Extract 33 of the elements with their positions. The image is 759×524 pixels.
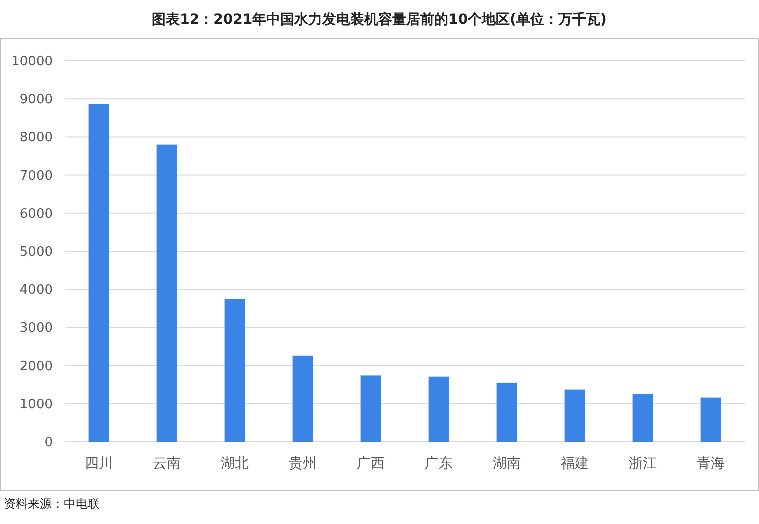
bar [632, 394, 654, 442]
x-tick-label: 四川 [85, 456, 113, 472]
x-tick-label: 湖南 [493, 456, 521, 472]
bar [292, 356, 314, 442]
x-tick-label: 广东 [425, 456, 453, 472]
y-tick-label: 9000 [20, 92, 53, 108]
x-tick-label: 云南 [153, 456, 181, 472]
x-tick-label: 广西 [357, 456, 385, 472]
bar [428, 376, 450, 442]
y-tick-label: 0 [44, 436, 53, 450]
bar [156, 144, 178, 442]
y-tick-label: 3000 [20, 321, 53, 336]
chart-title: 图表12：2021年中国水力发电装机容量居前的10个地区(单位：万千瓦) [152, 11, 607, 28]
x-tick-label: 贵州 [289, 456, 317, 472]
y-tick-label: 10000 [12, 54, 53, 70]
y-tick-label: 4000 [20, 283, 53, 298]
x-tick-label: 湖北 [221, 456, 249, 472]
y-tick-label: 7000 [20, 168, 53, 184]
bar [496, 382, 518, 442]
x-tick-label: 福建 [561, 456, 589, 472]
bar [700, 398, 722, 442]
x-tick-label: 浙江 [629, 456, 657, 472]
y-tick-label: 1000 [20, 397, 53, 412]
x-tick-label: 青海 [697, 456, 725, 472]
bar [88, 104, 110, 442]
y-tick-label: 8000 [20, 130, 53, 146]
bar [224, 299, 246, 442]
y-tick-label: 5000 [20, 245, 53, 260]
bar [360, 376, 382, 442]
y-tick-label: 2000 [20, 359, 53, 374]
y-tick-label: 6000 [20, 206, 53, 222]
bar [564, 390, 586, 442]
text: 资料来源：中电联 [4, 497, 100, 511]
